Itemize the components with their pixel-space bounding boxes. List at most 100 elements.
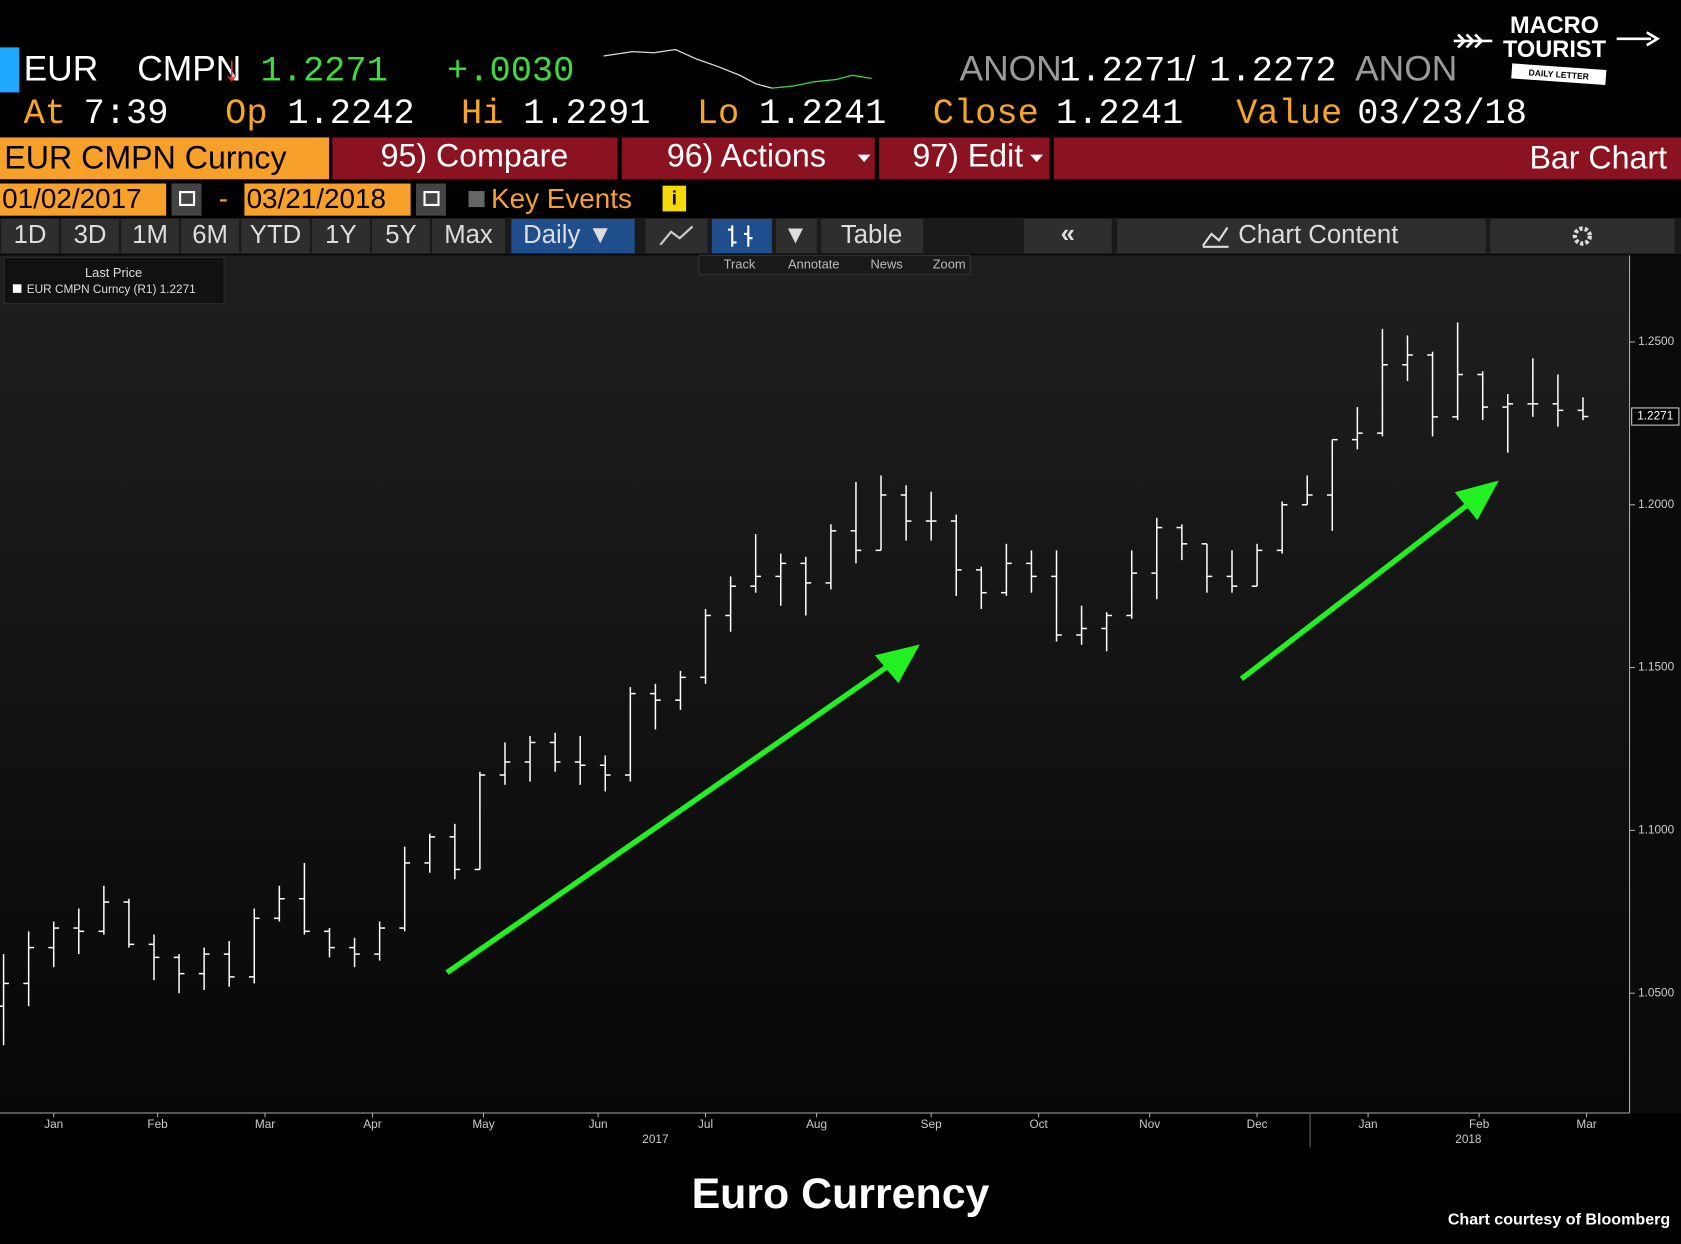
field-value: 1.2241	[1056, 94, 1183, 134]
range-tab[interactable]	[311, 218, 370, 254]
x-tick-label: Jun	[589, 1118, 608, 1131]
range-tab[interactable]	[241, 218, 310, 254]
x-tick-label: Feb	[1469, 1118, 1490, 1131]
field-label: At	[24, 94, 66, 134]
tool[interactable]: Track	[724, 256, 756, 271]
date-box[interactable]	[244, 183, 411, 216]
bar-button[interactable]	[711, 218, 772, 254]
range-tab[interactable]	[432, 218, 505, 254]
chart-content[interactable]: Chart Content	[1238, 221, 1398, 249]
x-tick-label: Apr	[363, 1118, 381, 1131]
x-tick-label: May	[472, 1118, 494, 1131]
button[interactable]	[621, 137, 875, 180]
range-label[interactable]: 1Y	[325, 221, 356, 249]
start-date[interactable]: 01/02/2017	[2, 183, 141, 214]
security[interactable]: EUR CMPN Curncy	[4, 139, 287, 175]
checkbox[interactable]	[468, 191, 485, 208]
price: 1.2271	[261, 51, 388, 91]
calendar-icon	[423, 191, 440, 207]
view-button[interactable]: Bar Chart	[1529, 139, 1667, 175]
x-tick-label: Feb	[147, 1118, 168, 1131]
y-tick-label: 1.0500	[1638, 986, 1674, 999]
range-label[interactable]: 5Y	[385, 221, 416, 249]
collapse-button[interactable]	[1023, 218, 1112, 254]
range-label[interactable]: 1M	[132, 221, 168, 249]
legend-title: Last Price	[85, 265, 142, 280]
ask: 1.2272	[1209, 51, 1336, 91]
trend-arrow	[445, 644, 920, 975]
range-tab[interactable]	[1, 218, 59, 254]
separator: /	[1186, 49, 1196, 88]
ask-source: ANON	[1355, 49, 1457, 88]
y-tick-label: 1.1000	[1638, 823, 1674, 836]
range-label[interactable]: YTD	[250, 221, 301, 249]
bar-icon	[727, 225, 753, 247]
frequency-tab[interactable]	[511, 218, 635, 254]
button[interactable]	[332, 137, 618, 180]
logo-text: TOURIST	[1503, 36, 1607, 62]
range-tab[interactable]	[121, 218, 180, 254]
caption: Euro Currency	[692, 1170, 990, 1218]
legend	[3, 256, 225, 305]
button[interactable]	[879, 137, 1050, 180]
field-value: 1.2291	[523, 94, 650, 134]
collapse-icon: «	[1061, 220, 1075, 248]
sparkline	[771, 74, 872, 89]
range-tab[interactable]	[372, 218, 430, 254]
settings-icon	[1572, 226, 1593, 246]
dropdown-icon	[1030, 154, 1044, 163]
chart-content-button[interactable]	[1117, 218, 1486, 254]
table[interactable]: Table	[841, 221, 902, 249]
range-label[interactable]: 1D	[14, 221, 47, 249]
end-date[interactable]: 03/21/2018	[247, 183, 386, 214]
range-label[interactable]: Max	[444, 221, 493, 249]
tool[interactable]: News	[871, 256, 903, 271]
calendar-button[interactable]	[171, 183, 202, 216]
field-label: Close	[933, 94, 1039, 134]
logo-text: MACRO	[1510, 12, 1599, 38]
logo: MACRO TOURIST DAILY LETTER	[1453, 12, 1661, 85]
range-tab[interactable]	[61, 218, 119, 254]
tool[interactable]: Annotate	[788, 256, 839, 271]
calendar-icon	[179, 191, 196, 207]
bid: 1.2271	[1059, 51, 1186, 91]
x-tick-label: Aug	[806, 1118, 827, 1131]
field-value: 7:39	[84, 94, 169, 134]
range-label[interactable]: 6M	[192, 221, 228, 249]
legend-label: EUR CMPN Curncy (R1) 1.2271	[27, 283, 196, 296]
chart-content-icon	[1201, 226, 1229, 248]
range-label[interactable]: 3D	[74, 221, 107, 249]
button[interactable]	[1053, 137, 1681, 180]
calendar-button[interactable]	[415, 183, 446, 216]
logo-ribbon	[1511, 63, 1607, 85]
sparkline	[603, 48, 773, 89]
logo-arrow	[1453, 31, 1661, 49]
field-value: 1.2241	[759, 94, 886, 134]
last-price-tag	[1631, 407, 1680, 426]
settings-button[interactable]	[1490, 218, 1675, 254]
x-tick-label: Jul	[698, 1118, 713, 1131]
key-events[interactable]: Key Events	[491, 183, 632, 214]
field-value: 1.2242	[287, 94, 414, 134]
security-box[interactable]	[0, 137, 330, 180]
dropdown-icon	[857, 154, 871, 163]
x-tick-label: Jan	[44, 1118, 63, 1131]
x-tick-label: Oct	[1029, 1118, 1048, 1131]
field-label: Op	[225, 94, 267, 134]
table-button[interactable]	[821, 218, 924, 254]
compare-button[interactable]: 95) Compare	[381, 137, 569, 173]
tool[interactable]: Zoom	[933, 256, 966, 271]
actions-button[interactable]: 96) Actions	[667, 137, 826, 173]
change: +.0030	[447, 51, 574, 91]
legend-swatch	[12, 284, 22, 293]
frequency[interactable]: Daily ▼	[523, 221, 613, 249]
x-tick-label: Mar	[255, 1118, 275, 1131]
ticker: EUR	[24, 49, 99, 88]
y-tick-label: 1.2500	[1638, 335, 1674, 348]
range-tab[interactable]	[181, 218, 240, 254]
field-label: Hi	[461, 94, 503, 134]
info-icon[interactable]	[662, 185, 687, 212]
date-box[interactable]	[0, 183, 167, 216]
edit-button[interactable]: 97) Edit	[912, 137, 1023, 173]
